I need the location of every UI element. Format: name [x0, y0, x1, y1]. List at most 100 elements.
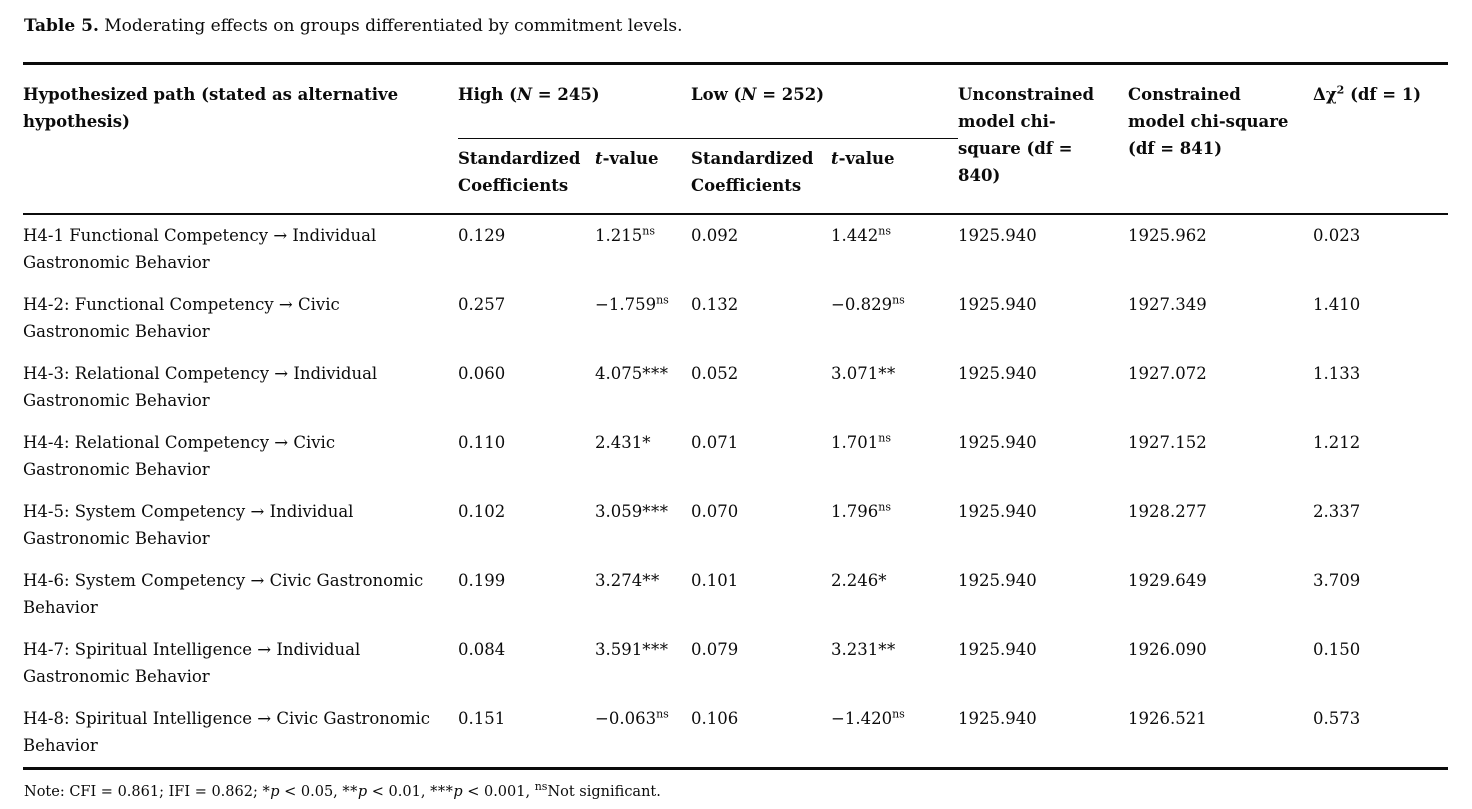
ns-marker: ns	[656, 293, 669, 307]
p-symbol: p	[357, 784, 368, 800]
high-coef-cell: 0.060	[458, 364, 506, 383]
header-row-sub: Standardized Coefficients t-value Standa…	[23, 138, 1448, 214]
high-t-cell: 4.075***	[595, 353, 691, 422]
significance-stars: ***	[642, 502, 669, 521]
t-value: 1.215	[595, 226, 643, 245]
t-value: 2.431	[595, 433, 643, 452]
note-threshold: < 0.001,	[462, 784, 535, 800]
constrained-cell: 1928.277	[1128, 502, 1207, 521]
high-group-label: High (	[458, 85, 517, 104]
constrained-cell: 1926.090	[1128, 640, 1207, 659]
t-value-label: -value	[838, 148, 895, 168]
t-symbol: t	[595, 148, 603, 168]
delta-chi-symbol: Δχ	[1313, 85, 1337, 104]
path-cell: H4-3: Relational Competency → Individual…	[23, 364, 378, 410]
unconstrained-cell: 1925.940	[958, 295, 1037, 314]
significance-stars: ***	[642, 640, 669, 659]
significance-stars: *	[262, 784, 271, 800]
constrained-cell: 1927.072	[1128, 364, 1207, 383]
t-value: −1.759	[595, 295, 657, 314]
table-row: H4-1 Functional Competency → Individual …	[23, 213, 1449, 284]
delta-chi-cell: 0.573	[1313, 709, 1361, 728]
significance-stars: **	[878, 364, 896, 383]
header-row-groups: Hypothesized path (stated as alternative…	[23, 63, 1448, 185]
low-t-cell: −1.420ns	[831, 698, 958, 769]
high-t-cell: −1.759ns	[595, 284, 691, 353]
high-t-cell: −0.063ns	[595, 698, 691, 769]
t-value-label: -value	[602, 148, 659, 168]
high-coef-cell: 0.129	[458, 213, 595, 284]
unconstrained-cell: 1925.940	[958, 502, 1037, 521]
high-coef-cell: 0.199	[458, 571, 506, 590]
path-cell: H4-6: System Competency → Civic Gastrono…	[23, 571, 424, 617]
ns-marker: ns	[892, 707, 905, 721]
unconstrained-cell: 1925.940	[958, 571, 1037, 590]
low-t-cell: −0.829ns	[831, 284, 958, 353]
high-group-count: = 245)	[532, 85, 600, 104]
t-value: 3.231	[831, 640, 879, 659]
unconstrained-cell: 1925.940	[958, 640, 1037, 659]
table-row: H4-8: Spiritual Intelligence → Civic Gas…	[23, 698, 1448, 769]
path-cell: H4-4: Relational Competency → Civic Gast…	[23, 433, 336, 479]
note-ns-text: Not significant.	[547, 784, 661, 800]
header-std-coeff-high: Standardized Coefficients	[458, 148, 581, 195]
table-caption-label: Table 5.	[24, 16, 99, 36]
note-prefix: Note: CFI = 0.861; IFI = 0.862;	[24, 784, 263, 800]
low-coef-cell: 0.132	[691, 295, 739, 314]
header-unconstrained-chi-square: Unconstrained model chi-square (df = 840…	[958, 85, 1095, 185]
ns-marker: ns	[892, 293, 905, 307]
table-row: H4-5: System Competency → Individual Gas…	[23, 491, 1448, 560]
ns-marker: ns	[534, 780, 548, 794]
moderating-effects-table: Hypothesized path (stated as alternative…	[23, 62, 1449, 770]
low-coef-cell: 0.070	[691, 502, 739, 521]
delta-chi-exponent: 2	[1336, 83, 1345, 97]
ns-marker: ns	[878, 500, 891, 514]
delta-chi-cell: 0.150	[1313, 640, 1361, 659]
high-coef-cell: 0.110	[458, 433, 506, 452]
table-caption: Table 5. Moderating effects on groups di…	[24, 14, 1448, 38]
table-row: H4-6: System Competency → Civic Gastrono…	[23, 560, 1448, 629]
t-symbol: t	[831, 148, 839, 168]
header-t-value-low: t-value	[831, 138, 958, 214]
t-value: 3.071	[831, 364, 879, 383]
low-t-cell: 1.796ns	[831, 491, 958, 560]
low-coef-cell: 0.052	[691, 364, 739, 383]
delta-chi-cell: 1.410	[1313, 295, 1361, 314]
table-caption-text: Moderating effects on groups differentia…	[98, 16, 683, 36]
t-value: 3.059	[595, 502, 643, 521]
t-value: 3.591	[595, 640, 643, 659]
p-symbol: p	[270, 784, 280, 800]
path-cell: H4-2: Functional Competency → Civic Gast…	[23, 295, 340, 341]
delta-chi-cell: 3.709	[1313, 571, 1361, 590]
high-t-cell: 2.431*	[595, 422, 691, 491]
t-value: −0.829	[831, 295, 893, 314]
low-t-cell: 3.231**	[831, 629, 958, 698]
low-t-cell: 1.701ns	[831, 422, 958, 491]
header-delta-chi-square: Δχ2 (df = 1)	[1313, 64, 1448, 215]
t-value: 3.274	[595, 571, 643, 590]
high-coef-cell: 0.257	[458, 295, 506, 314]
header-low-group: Low (N = 252)	[691, 63, 959, 139]
high-t-cell: 3.591***	[595, 629, 691, 698]
note-threshold: < 0.05,	[279, 784, 343, 800]
table-row: H4-7: Spiritual Intelligence → Individua…	[23, 629, 1448, 698]
delta-chi-cell: 1.212	[1313, 433, 1361, 452]
ns-marker: ns	[642, 224, 655, 238]
high-coef-cell: 0.151	[458, 709, 506, 728]
t-value: 2.246	[831, 571, 879, 590]
delta-chi-df: (df = 1)	[1344, 85, 1422, 104]
low-group-count: = 252)	[756, 85, 825, 104]
significance-stars: **	[878, 640, 896, 659]
low-coef-cell: 0.106	[691, 709, 739, 728]
high-t-cell: 3.059***	[595, 491, 691, 560]
note-threshold: < 0.01,	[367, 784, 431, 800]
header-constrained-chi-square: Constrained model chi-square (df = 841)	[1128, 85, 1289, 158]
unconstrained-cell: 1925.940	[958, 364, 1037, 383]
significance-stars: ***	[642, 364, 669, 383]
path-cell: H4-7: Spiritual Intelligence → Individua…	[23, 640, 361, 686]
low-coef-cell: 0.101	[691, 571, 739, 590]
t-value: 1.701	[831, 433, 879, 452]
constrained-cell: 1926.521	[1128, 709, 1207, 728]
t-value: 1.442	[831, 226, 879, 245]
